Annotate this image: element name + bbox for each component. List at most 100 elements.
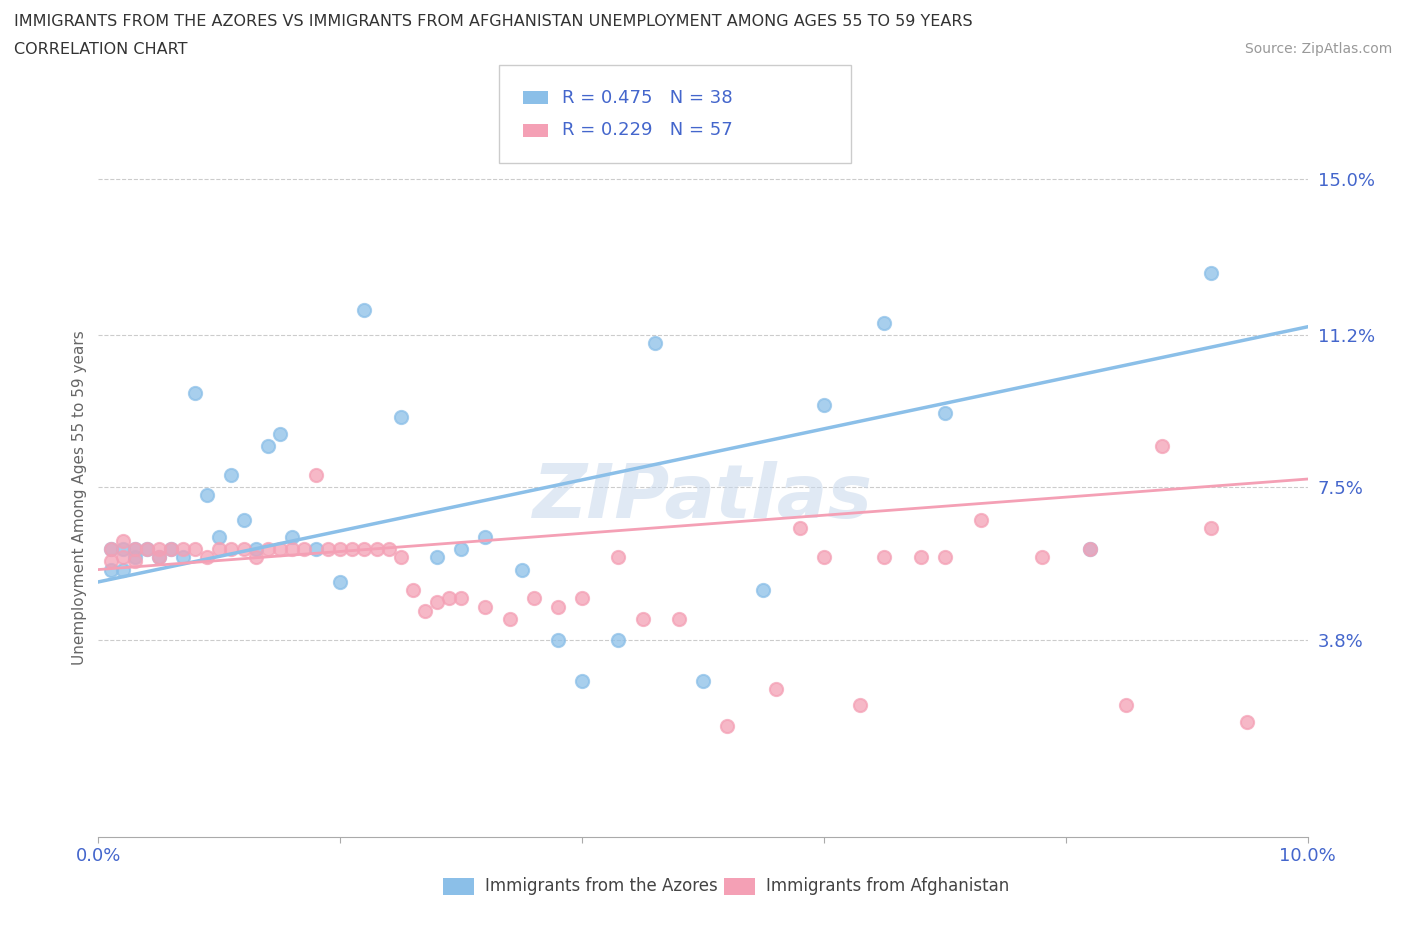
Point — [607, 550, 630, 565]
Point — [100, 562, 122, 577]
Point — [172, 541, 194, 556]
Point — [124, 541, 146, 556]
Point — [377, 541, 399, 556]
Point — [631, 612, 654, 627]
Point — [644, 336, 666, 351]
Point — [100, 541, 122, 556]
Text: Source: ZipAtlas.com: Source: ZipAtlas.com — [1244, 42, 1392, 56]
Point — [970, 512, 993, 527]
Point — [135, 541, 157, 556]
Point — [221, 468, 243, 483]
Point — [910, 550, 932, 565]
Point — [148, 541, 170, 556]
Point — [195, 488, 218, 503]
Point — [934, 550, 956, 565]
Point — [292, 541, 315, 556]
Point — [1199, 266, 1222, 281]
Point — [100, 554, 122, 569]
Point — [426, 595, 449, 610]
Point — [160, 541, 183, 556]
Point — [281, 541, 304, 556]
Text: R = 0.475   N = 38: R = 0.475 N = 38 — [562, 88, 733, 107]
Point — [1199, 521, 1222, 536]
Point — [450, 591, 472, 605]
Point — [329, 541, 352, 556]
Point — [1078, 541, 1101, 556]
Point — [184, 541, 207, 556]
Point — [1152, 439, 1174, 454]
Point — [172, 550, 194, 565]
Y-axis label: Unemployment Among Ages 55 to 59 years: Unemployment Among Ages 55 to 59 years — [72, 330, 87, 665]
Point — [208, 529, 231, 544]
Point — [329, 575, 352, 590]
Point — [111, 541, 134, 556]
Point — [353, 303, 375, 318]
Point — [1031, 550, 1053, 565]
Point — [160, 541, 183, 556]
Point — [221, 541, 243, 556]
Point — [571, 673, 593, 688]
Point — [752, 583, 775, 598]
Point — [124, 554, 146, 569]
Point — [789, 521, 811, 536]
Point — [232, 541, 254, 556]
Point — [849, 698, 872, 712]
Point — [523, 591, 546, 605]
Text: IMMIGRANTS FROM THE AZORES VS IMMIGRANTS FROM AFGHANISTAN UNEMPLOYMENT AMONG AGE: IMMIGRANTS FROM THE AZORES VS IMMIGRANTS… — [14, 14, 973, 29]
Point — [426, 550, 449, 565]
Point — [413, 604, 436, 618]
Point — [366, 541, 388, 556]
Point — [510, 562, 533, 577]
Point — [208, 541, 231, 556]
Point — [1078, 541, 1101, 556]
Point — [100, 541, 122, 556]
Point — [813, 397, 835, 412]
Point — [269, 426, 291, 441]
Point — [547, 599, 569, 614]
Point — [256, 439, 278, 454]
Point — [353, 541, 375, 556]
Point — [184, 385, 207, 400]
Text: Immigrants from the Azores: Immigrants from the Azores — [485, 877, 718, 896]
Point — [111, 562, 134, 577]
Point — [195, 550, 218, 565]
Point — [148, 550, 170, 565]
Point — [111, 533, 134, 548]
Text: CORRELATION CHART: CORRELATION CHART — [14, 42, 187, 57]
Point — [111, 550, 134, 565]
Point — [607, 632, 630, 647]
Point — [389, 550, 412, 565]
Point — [692, 673, 714, 688]
Point — [148, 550, 170, 565]
Point — [316, 541, 339, 556]
Point — [474, 599, 496, 614]
Point — [124, 550, 146, 565]
Point — [1115, 698, 1137, 712]
Point — [124, 541, 146, 556]
Point — [269, 541, 291, 556]
Point — [873, 550, 896, 565]
Point — [437, 591, 460, 605]
Point — [245, 550, 267, 565]
Point — [813, 550, 835, 565]
Point — [474, 529, 496, 544]
Point — [873, 315, 896, 330]
Point — [934, 405, 956, 420]
Point — [389, 410, 412, 425]
Point — [1236, 714, 1258, 729]
Text: ZIPatlas: ZIPatlas — [533, 461, 873, 534]
Point — [547, 632, 569, 647]
Point — [305, 468, 328, 483]
Point — [342, 541, 364, 556]
Point — [135, 541, 157, 556]
Point — [450, 541, 472, 556]
Point — [232, 512, 254, 527]
Text: R = 0.229   N = 57: R = 0.229 N = 57 — [562, 121, 733, 140]
Point — [765, 682, 787, 697]
Point — [402, 583, 425, 598]
Point — [571, 591, 593, 605]
Point — [668, 612, 690, 627]
Point — [716, 719, 738, 734]
Point — [305, 541, 328, 556]
Text: Immigrants from Afghanistan: Immigrants from Afghanistan — [766, 877, 1010, 896]
